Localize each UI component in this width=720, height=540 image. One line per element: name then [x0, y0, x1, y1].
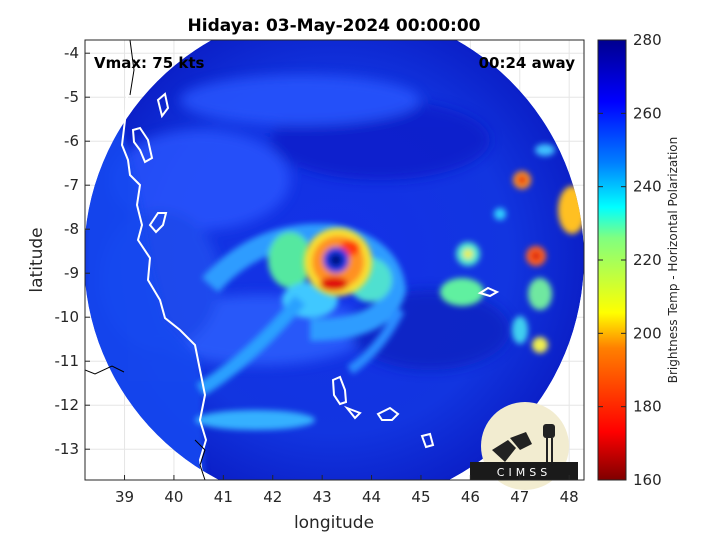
colorbar-ticks: 280 260 240 220 200 180 160: [598, 31, 662, 489]
y-axis: -4 -5 -6 -7 -8 -9 -10 -11 -12 -13: [55, 44, 90, 458]
x-axis-label: longitude: [294, 513, 374, 533]
logo-text: CIMSS: [497, 466, 551, 479]
border-lines: [85, 40, 206, 480]
y-tick-label: -5: [64, 88, 79, 106]
y-tick-label: -9: [64, 264, 79, 282]
y-tick-label: -13: [55, 440, 80, 458]
chart-title: Hidaya: 03-May-2024 00:00:00: [188, 16, 481, 36]
y-tick-label: -7: [64, 176, 79, 194]
x-tick-label: 44: [362, 488, 381, 506]
cimss-logo: CIMSS: [470, 402, 578, 490]
time-away-annotation: 00:24 away: [479, 54, 576, 72]
y-tick-label: -10: [55, 308, 80, 326]
y-tick-label: -12: [55, 396, 80, 414]
colorbar-tick-label: 240: [633, 178, 662, 196]
x-tick-label: 43: [313, 488, 332, 506]
x-tick-label: 40: [164, 488, 183, 506]
colorbar-tick-label: 220: [633, 251, 662, 269]
x-tick-label: 42: [263, 488, 282, 506]
y-tick-label: -6: [64, 132, 79, 150]
y-axis-label: latitude: [27, 227, 47, 292]
colorbar-tick-label: 200: [633, 324, 662, 342]
x-axis: 39 40 41 42 43 44 45 46 47 48: [115, 475, 579, 506]
x-tick-label: 45: [411, 488, 430, 506]
y-tick-label: -8: [64, 220, 79, 238]
x-tick-label: 47: [510, 488, 529, 506]
vmax-annotation: Vmax: 75 kts: [94, 54, 204, 72]
x-tick-label: 41: [214, 488, 233, 506]
plot-frame: [84, 39, 585, 481]
x-tick-label: 46: [461, 488, 480, 506]
x-tick-label: 39: [115, 488, 134, 506]
colorbar-tick-label: 180: [633, 398, 662, 416]
x-tick-label: 48: [560, 488, 579, 506]
brightness-temp-swath: [85, 40, 584, 480]
colorbar-tick-label: 280: [633, 31, 662, 49]
coastline: [120, 84, 500, 480]
colorbar-label: Brightness Temp - Horizontal Polarizatio…: [666, 137, 680, 384]
y-tick-label: -11: [55, 352, 80, 370]
colorbar-tick-label: 160: [633, 471, 662, 489]
y-tick-label: -4: [64, 44, 79, 62]
colorbar-tick-label: 260: [633, 104, 662, 122]
